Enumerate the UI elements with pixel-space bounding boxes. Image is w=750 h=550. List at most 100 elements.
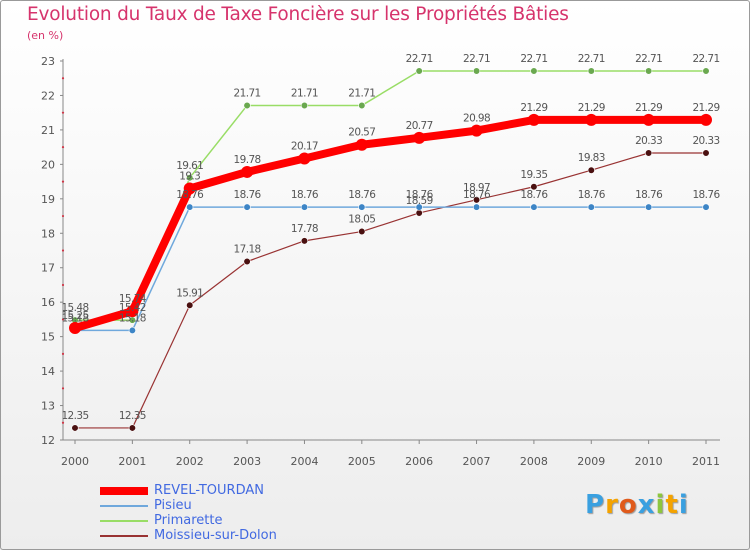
data-point (472, 203, 481, 211)
y-tick-label: 20 (41, 158, 55, 171)
data-point (186, 203, 194, 211)
x-tick-label: 2008 (520, 455, 548, 468)
x-tick-label: 2001 (118, 455, 146, 468)
data-label: 21.71 (348, 87, 375, 99)
data-point (300, 101, 309, 110)
data-point (413, 131, 426, 144)
series-line (71, 115, 710, 333)
legend-label-primarette: Primarette (154, 513, 223, 528)
axes: 12 13 14 15 16 17 18 19 20 21 22 23 2000 2001 2002 2003… (41, 55, 720, 468)
data-label: 22.71 (635, 53, 662, 65)
data-point (243, 203, 251, 211)
y-minor-tick (61, 146, 65, 149)
data-label: 20.98 (463, 113, 490, 125)
y-minor-tick (61, 387, 65, 390)
data-label: 18.76 (176, 189, 204, 201)
y-axis-unit: (en %) (27, 29, 64, 42)
x-tick-label: 2002 (176, 455, 204, 468)
data-point (69, 322, 81, 335)
data-point (186, 174, 194, 182)
data-label: 15.18 (61, 312, 88, 324)
y-minor-tick (61, 318, 65, 321)
y-tick-label: 18 (41, 227, 55, 240)
data-label: 18.76 (463, 189, 491, 201)
x-tick-label: 2007 (463, 455, 491, 468)
data-label: 17.18 (234, 244, 261, 256)
y-tick-label: 13 (41, 400, 55, 413)
data-label: 12.35 (119, 410, 146, 422)
y-minor-tick (61, 421, 65, 424)
data-point (415, 67, 423, 75)
data-point (243, 101, 251, 110)
data-point (128, 326, 136, 335)
data-label: 18.59 (406, 195, 433, 207)
data-point (415, 203, 423, 211)
data-label: 21.29 (635, 102, 662, 114)
data-label: 17.78 (291, 223, 318, 235)
data-label: 19.35 (520, 169, 547, 181)
brand-letter: r (605, 490, 619, 520)
data-label: 20.77 (406, 120, 433, 132)
data-point (358, 101, 366, 110)
data-point (126, 305, 139, 318)
y-minor-tick (61, 111, 65, 114)
legend-swatch-moissieu-sur-dolon (100, 534, 148, 537)
data-label: 18.76 (578, 189, 606, 201)
y-tick-label: 23 (41, 55, 55, 68)
brand-letter: i (655, 490, 666, 520)
legend-swatch-pisieu (100, 504, 148, 507)
data-label: 18.05 (348, 214, 375, 226)
y-minor-tick (61, 214, 65, 218)
x-tick-label: 2005 (348, 455, 376, 468)
data-point (702, 203, 710, 211)
data-point (645, 149, 653, 157)
legend-swatch-primarette (100, 519, 148, 522)
y-minor-tick (61, 249, 65, 252)
legend-label-pisieu: Pisieu (154, 498, 192, 513)
brand-letter: P (585, 490, 606, 520)
data-point (300, 203, 309, 211)
y-tick-label: 16 (41, 296, 55, 309)
data-label: 21.29 (692, 102, 719, 114)
y-tick-label: 21 (41, 124, 55, 137)
brand-letter: o (618, 490, 638, 520)
data-point (585, 113, 598, 126)
data-label: 18.76 (291, 189, 319, 201)
y-tick-label: 14 (41, 365, 55, 378)
data-point (128, 424, 136, 432)
data-label: 21.71 (291, 87, 318, 99)
data-label: 18.76 (520, 189, 548, 201)
x-tick-label: 2004 (290, 455, 318, 468)
data-point (298, 152, 311, 165)
x-tick-label: 2003 (233, 455, 261, 468)
y-tick-label: 17 (41, 262, 55, 275)
data-point (355, 138, 368, 151)
data-label: 19.61 (176, 160, 203, 172)
legend-item-primarette: Primarette (100, 513, 277, 528)
data-point (186, 301, 194, 309)
legend-label-revel-tourdan: REVEL-TOURDAN (154, 483, 264, 498)
data-label: 20.33 (635, 135, 662, 147)
data-point (645, 203, 653, 211)
data-label: 15.74 (119, 293, 147, 305)
data-label: 15.18 (119, 312, 146, 324)
data-point (470, 124, 483, 137)
data-point (358, 227, 366, 236)
y-tick-label: 15 (41, 331, 55, 344)
x-tick-label: 2010 (635, 455, 663, 468)
chart-title: Evolution du Taux de Taxe Foncière sur l… (27, 4, 569, 25)
data-point (700, 113, 712, 126)
x-tick-label: 2006 (405, 455, 433, 468)
x-tick-label: 2009 (577, 455, 605, 468)
x-tick-label: 2000 (61, 455, 89, 468)
brand-letter: i (678, 490, 689, 520)
data-point (183, 182, 196, 195)
legend-label-moissieu-sur-dolon: Moissieu-sur-Dolon (154, 528, 277, 543)
data-point (527, 113, 540, 126)
data-label: 22.71 (406, 53, 433, 65)
y-tick-label: 22 (41, 89, 55, 102)
y-tick-label: 12 (41, 434, 55, 447)
y-minor-tick (61, 352, 65, 355)
data-point (300, 237, 309, 245)
data-label: 15.91 (176, 287, 203, 299)
